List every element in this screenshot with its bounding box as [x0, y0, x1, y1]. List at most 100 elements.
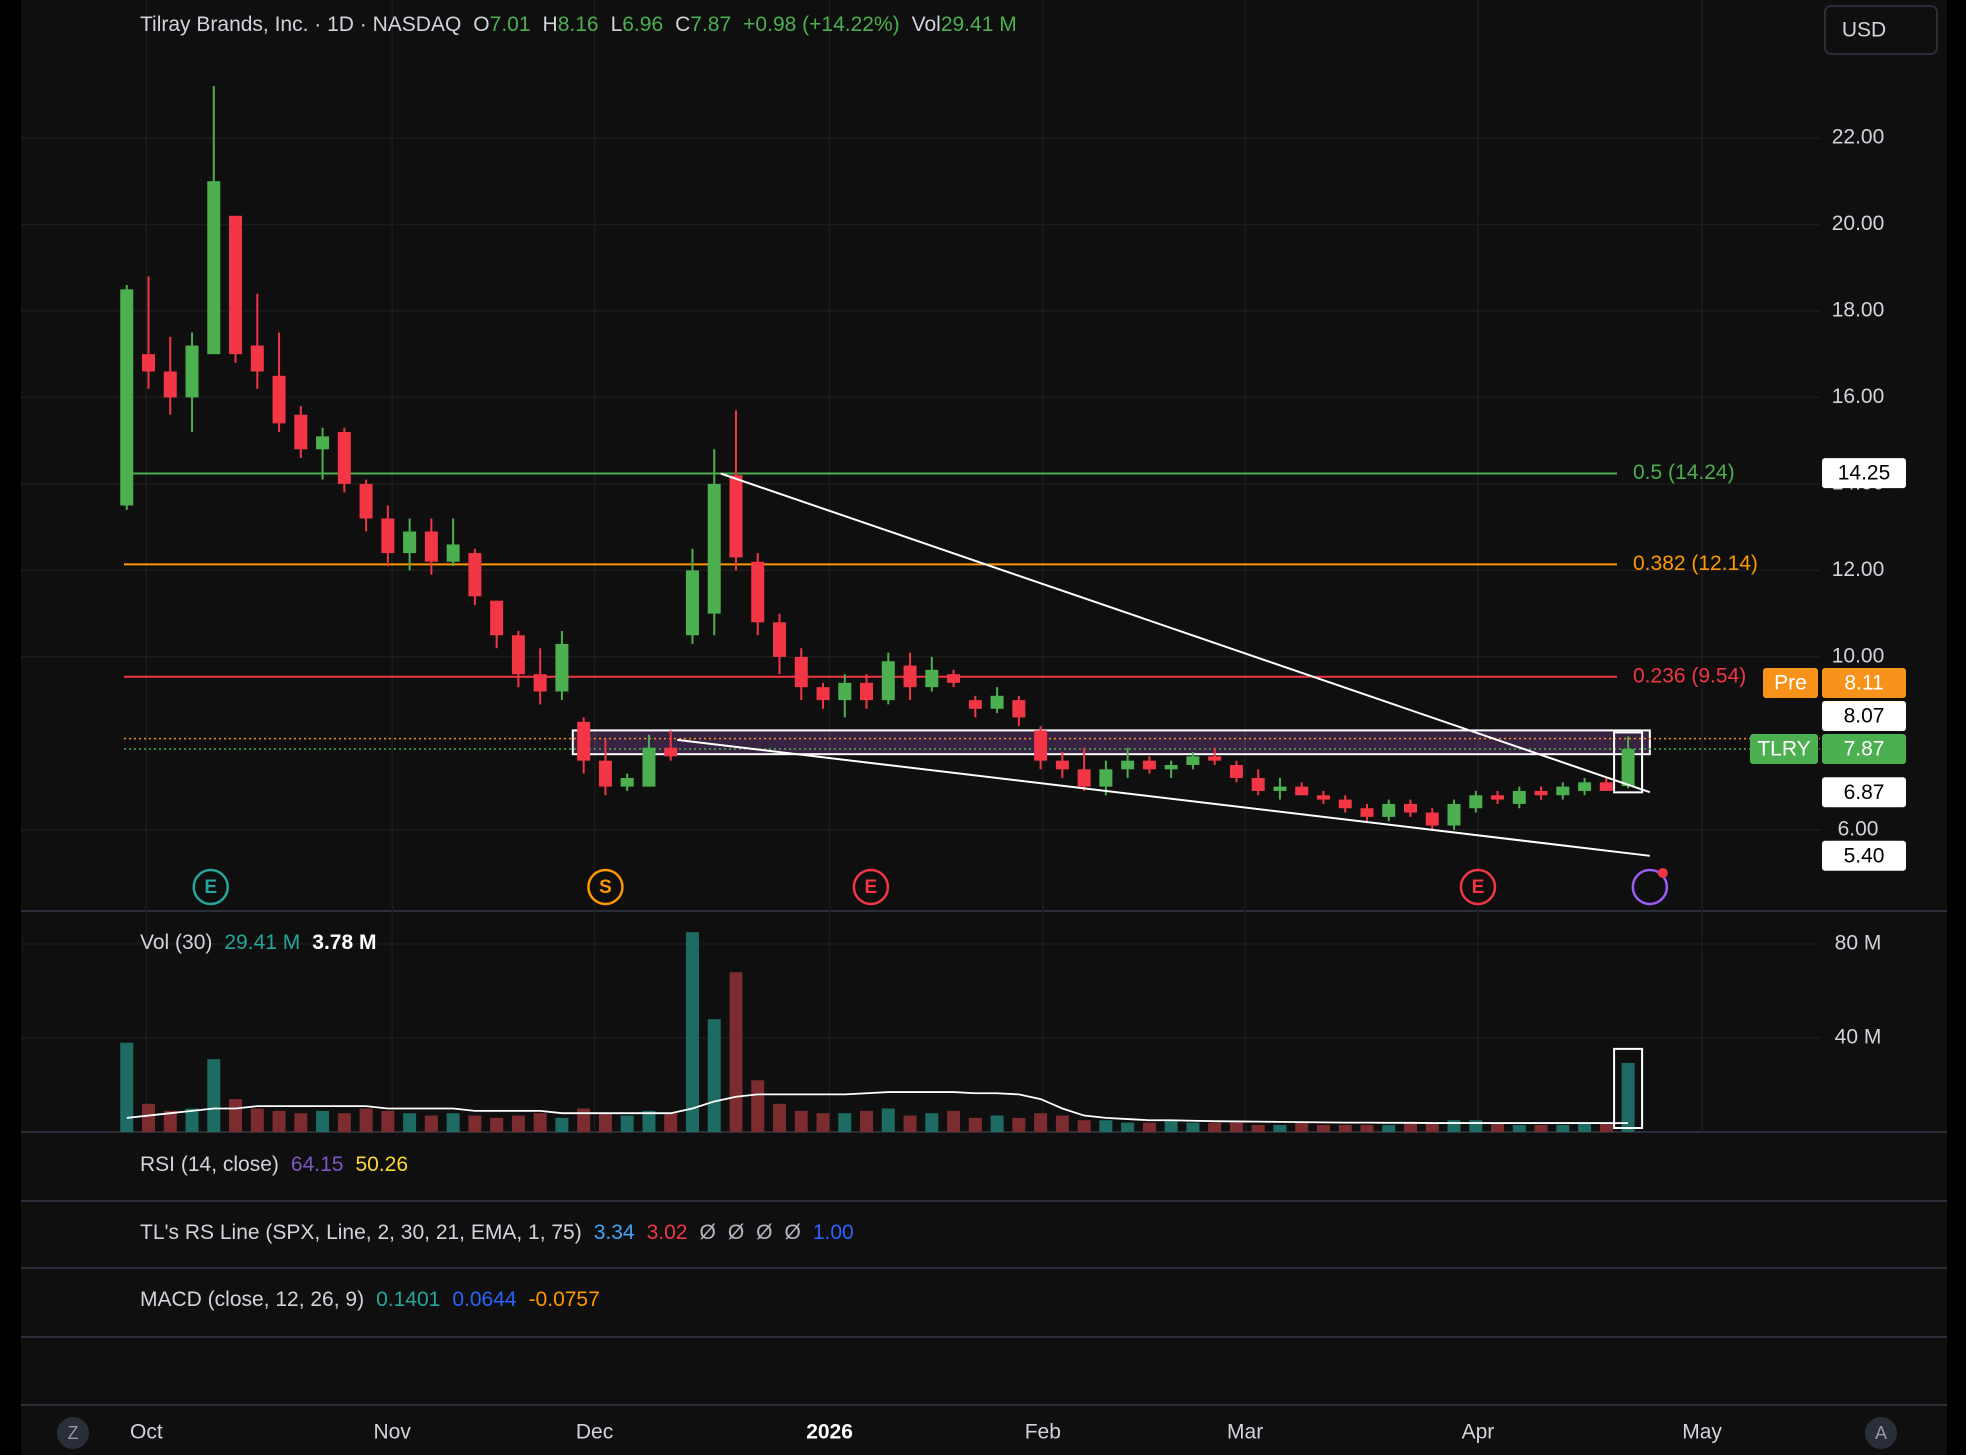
candle-body [685, 570, 699, 636]
candle-body [337, 432, 351, 484]
price-label-box [1822, 840, 1906, 871]
volume-bar [773, 1103, 787, 1132]
field-key: C [675, 13, 691, 36]
currency-label[interactable]: USD [1842, 19, 1886, 42]
x-tick-label: Oct [130, 1421, 163, 1444]
title: Tilray Brands, Inc. · 1D · NASDAQ [140, 13, 462, 36]
legend-value: 1.00 [812, 1221, 854, 1244]
legend-value: 0.0644 [452, 1288, 517, 1311]
volume-bar [816, 1113, 830, 1132]
price-tag-box [1763, 667, 1818, 698]
volume-bar [838, 1113, 852, 1132]
candle-body [1534, 790, 1548, 796]
volume-bar [620, 1115, 634, 1132]
fib-label: 0.382 (12.14) [1633, 552, 1758, 575]
legend-value: 3.78 M [312, 931, 377, 954]
nav-label[interactable]: Z [68, 1423, 79, 1443]
candle-body [1512, 790, 1526, 804]
candle-body [250, 345, 264, 372]
currency-button[interactable] [1824, 5, 1938, 55]
trend-line [720, 472, 1651, 794]
candle-body [751, 561, 765, 623]
y-tick-label: 18.00 [1832, 298, 1885, 321]
nav-button[interactable] [1865, 1417, 1897, 1449]
volume-bar [1012, 1117, 1026, 1132]
x-tick-label: Apr [1462, 1421, 1495, 1444]
event-badge [852, 868, 890, 906]
volume-bar [1121, 1122, 1135, 1132]
candle-body [620, 777, 634, 787]
volume-bar [1534, 1124, 1548, 1132]
candle-body [773, 622, 787, 657]
volume-bar [1273, 1124, 1287, 1132]
price-label: 8.07 [1844, 705, 1885, 728]
volume-bar [794, 1110, 808, 1132]
candle-body [207, 181, 221, 355]
candle-body [1447, 803, 1461, 826]
volume-bar [1578, 1122, 1592, 1132]
volume-bar [751, 1080, 765, 1132]
volume-bar [1360, 1124, 1374, 1132]
volume-bar [359, 1108, 373, 1132]
candle-body [1360, 808, 1374, 817]
volume-bar [1447, 1120, 1461, 1132]
volume-bar [707, 1019, 721, 1132]
volume-bar [446, 1113, 460, 1132]
volume-bar [120, 1042, 134, 1132]
legend-value: Ø [756, 1221, 773, 1244]
event-label: S [599, 877, 612, 898]
volume-bar [337, 1113, 351, 1132]
candle-body [1121, 760, 1135, 770]
volume-tick-label: 80 M [1835, 932, 1882, 955]
candle-body [707, 483, 721, 614]
volume-bar [1251, 1124, 1265, 1132]
candle-body [947, 674, 961, 683]
candle-body [229, 215, 243, 355]
candle-body [511, 635, 525, 675]
candle-body [1382, 803, 1396, 817]
candle-body [142, 354, 156, 372]
price-label: 5.40 [1844, 844, 1885, 867]
volume-bar [1295, 1122, 1309, 1132]
candle-body [1186, 756, 1200, 765]
candle-body [120, 289, 134, 506]
volume-bar [1556, 1124, 1570, 1132]
candle-body [1099, 769, 1113, 787]
y-tick-label: 16.00 [1832, 385, 1885, 408]
indicator-row: RSI (14, close) 64.15 50.26 [140, 1150, 408, 1180]
background [21, 0, 1947, 1455]
nav-button[interactable] [57, 1417, 89, 1449]
volume-bar [968, 1117, 982, 1132]
volume-bar [511, 1115, 525, 1132]
candle-body [533, 674, 547, 692]
legend-value: Ø [727, 1221, 745, 1244]
nav-label[interactable]: A [1875, 1423, 1887, 1443]
candle-body [1316, 795, 1330, 800]
volume-bar [598, 1113, 612, 1132]
volume-bar [294, 1113, 308, 1132]
legend-name: RSI (14, close) [140, 1153, 279, 1176]
candle-body [1469, 795, 1483, 809]
volume-bar [1338, 1124, 1352, 1132]
assistant-icon [1631, 868, 1669, 906]
volume-bar [1099, 1120, 1113, 1132]
header-field: O7.01 [473, 13, 530, 37]
field-value: 7.87 [690, 13, 732, 36]
header-field: L6.96 [611, 13, 664, 37]
candle-body [816, 687, 830, 701]
candle-body [838, 682, 852, 701]
candle-body [1055, 760, 1069, 770]
legend-value: 29.41 M [224, 931, 301, 954]
volume-bar [1469, 1120, 1483, 1132]
field-key: Vol [911, 13, 941, 36]
candle-body [1077, 769, 1091, 787]
candle-body [794, 656, 808, 688]
volume-bar [468, 1115, 482, 1132]
volume-bar [1621, 1062, 1635, 1132]
volume-bar [1382, 1124, 1396, 1132]
candle-body [664, 747, 678, 757]
candle-body [1208, 756, 1222, 761]
volume-bar [860, 1110, 874, 1132]
price-label-box [1822, 667, 1906, 698]
candle-body [642, 747, 656, 787]
